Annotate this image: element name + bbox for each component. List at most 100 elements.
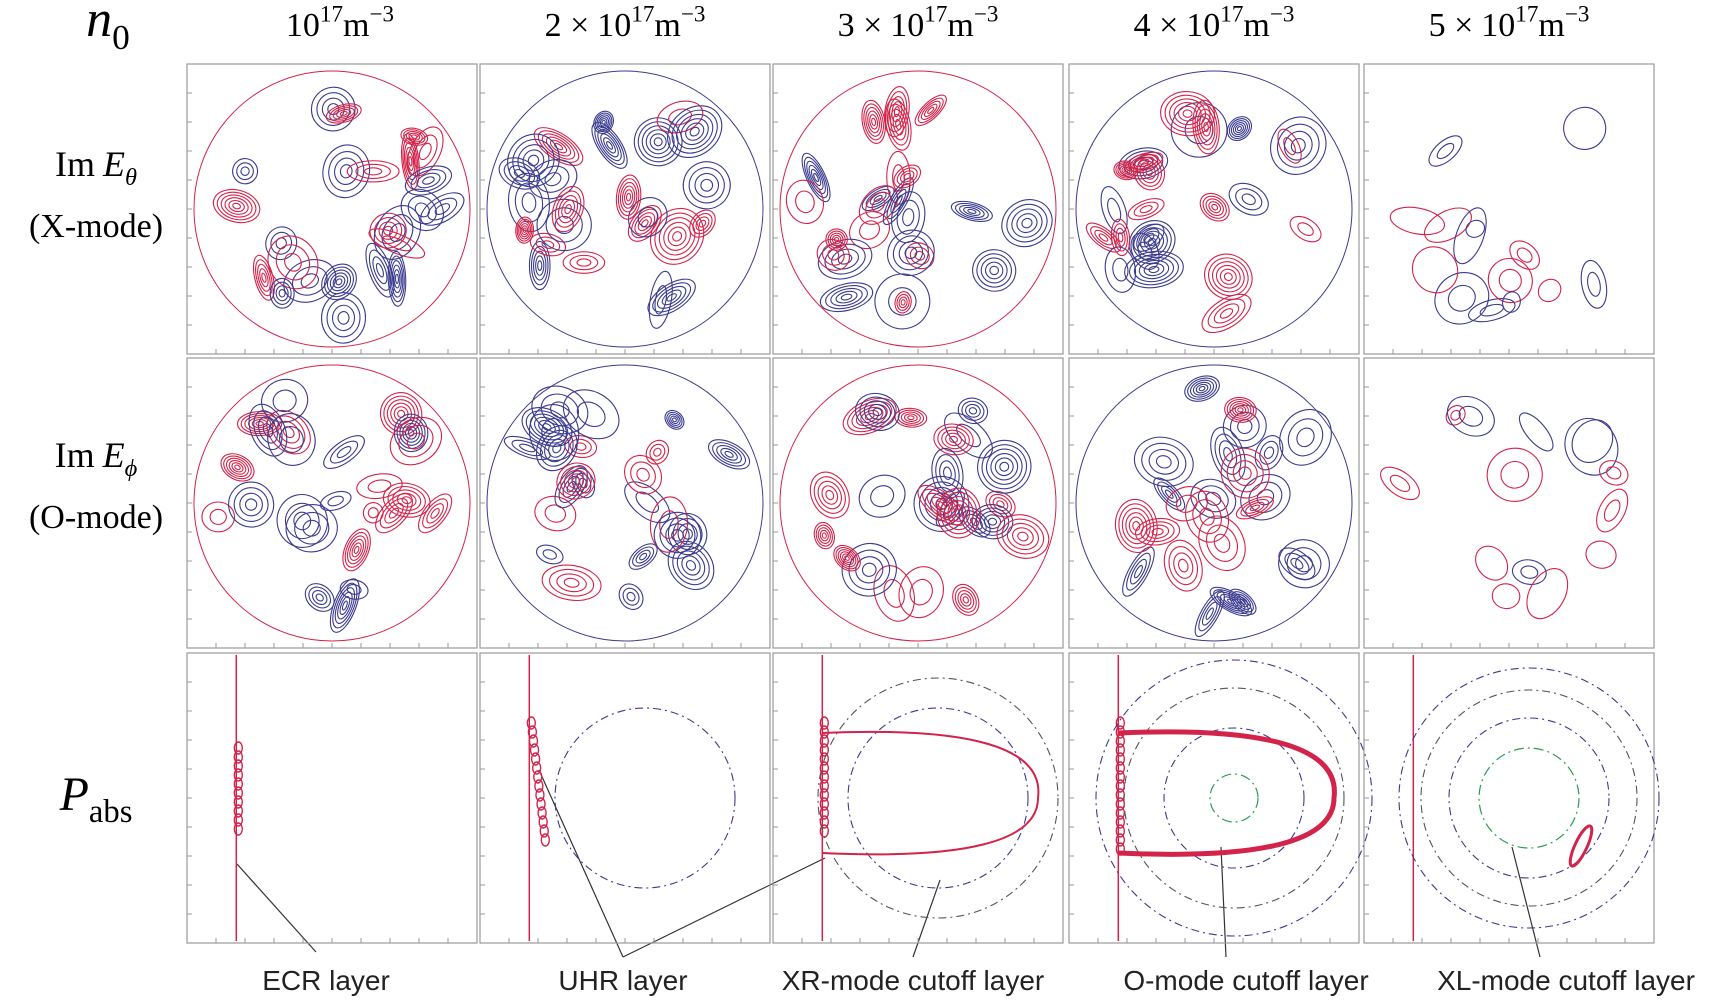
- contour: [672, 417, 677, 422]
- contour: [974, 251, 1014, 290]
- contour: [402, 160, 456, 200]
- math-part: 3 ×: [838, 7, 883, 44]
- contour: [969, 407, 978, 415]
- row-label: ImEϕ: [55, 435, 138, 482]
- math-part: P: [59, 768, 89, 821]
- contour: [979, 256, 1009, 285]
- panel-frame: [773, 653, 1063, 943]
- contour: [487, 365, 763, 641]
- contour: [884, 283, 921, 320]
- contour: [645, 270, 676, 331]
- math-part: −3: [369, 2, 394, 28]
- math-part: 2 ×: [545, 7, 590, 44]
- contour: [962, 596, 969, 604]
- contour: [908, 416, 915, 420]
- contour: [1491, 582, 1522, 610]
- contour: [648, 131, 669, 152]
- column-header: 3 ×1017m−3: [838, 2, 999, 44]
- contour: [234, 464, 241, 470]
- contour: [487, 71, 763, 347]
- contour: [634, 466, 651, 484]
- contour: [243, 497, 259, 513]
- contour: [1269, 400, 1341, 475]
- panel: [773, 64, 1063, 354]
- panel-frame: [1069, 653, 1359, 943]
- contour: [829, 286, 864, 309]
- math-part: −3: [681, 2, 706, 28]
- contour: [1484, 445, 1545, 504]
- contour: [1196, 287, 1258, 341]
- panel: [773, 653, 1063, 943]
- contour: [896, 293, 911, 311]
- column-header: 5 ×1017m−3: [1429, 2, 1590, 44]
- contour: [1183, 110, 1193, 118]
- contour: [949, 198, 994, 226]
- math-part: 5 ×: [1429, 7, 1474, 44]
- contour: [1479, 302, 1505, 318]
- contour: [664, 101, 726, 162]
- contour: [551, 188, 586, 231]
- math-part: 10: [890, 7, 924, 44]
- contour: [1121, 212, 1183, 271]
- contour: [822, 533, 827, 539]
- contour: [279, 289, 285, 297]
- contour: [318, 140, 375, 202]
- contour: [685, 163, 729, 207]
- contour: [1181, 371, 1223, 405]
- contour: [227, 481, 275, 529]
- contour: [653, 136, 664, 147]
- contour: [652, 447, 662, 458]
- contour: [671, 230, 683, 243]
- contour: [403, 190, 442, 229]
- figure: n01017m−32 ×1017m−33 ×1017m−34 ×1017m−35…: [0, 0, 1726, 1000]
- contour: [402, 128, 426, 146]
- math-part: m: [1243, 7, 1269, 44]
- contour: [1223, 112, 1257, 145]
- contour: [216, 448, 259, 486]
- contour: [1202, 251, 1255, 303]
- contour: [395, 274, 398, 283]
- contour: [803, 465, 857, 524]
- contour: [1286, 211, 1326, 247]
- math-part: 17: [1220, 2, 1243, 28]
- math-part: m: [654, 7, 680, 44]
- contour: [955, 588, 977, 612]
- contour: [943, 466, 952, 480]
- contour: [1132, 199, 1160, 219]
- contour: [867, 482, 897, 511]
- contour: [1010, 525, 1035, 548]
- contour: [1466, 294, 1517, 326]
- contour: [394, 270, 400, 288]
- cutoff-layer: [1421, 690, 1637, 906]
- absorption: [234, 823, 242, 835]
- contour: [907, 576, 936, 608]
- math-part: −3: [974, 2, 999, 28]
- absorption-band: [1118, 732, 1334, 855]
- contour: [1177, 558, 1189, 573]
- contour: [618, 474, 677, 530]
- contour: [1149, 473, 1189, 515]
- math-part: 10: [286, 7, 320, 44]
- o-cutoff: [1479, 748, 1579, 848]
- cutoff-layer: [555, 708, 735, 888]
- contour: [318, 488, 354, 514]
- contour: [543, 170, 563, 188]
- contour: [1296, 220, 1316, 238]
- contour: [984, 261, 1004, 280]
- contour: [365, 168, 382, 175]
- leader-line: [1512, 847, 1540, 957]
- contour: [310, 588, 330, 608]
- contour: [556, 572, 588, 594]
- cutoff-layer: [1164, 728, 1304, 868]
- panel: [1069, 653, 1372, 943]
- contour: [692, 171, 721, 200]
- contour: [963, 206, 981, 217]
- contour: [1534, 275, 1566, 306]
- math-part: E: [102, 144, 125, 184]
- panel-frame: [1364, 64, 1654, 354]
- math-part: m: [343, 7, 369, 44]
- math-part: m: [947, 7, 973, 44]
- contour: [1020, 217, 1033, 230]
- contour: [1238, 407, 1244, 412]
- contour: [1294, 554, 1314, 574]
